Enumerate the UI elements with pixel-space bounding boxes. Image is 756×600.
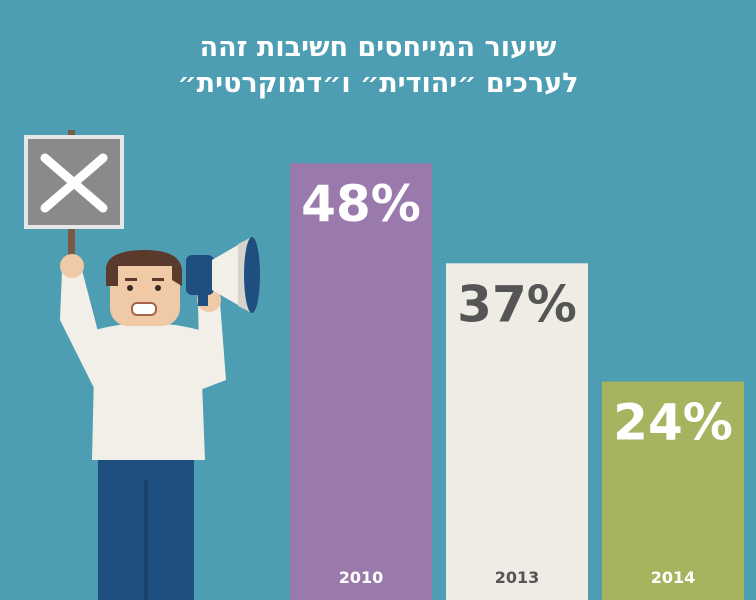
protester-mouth	[131, 302, 157, 316]
bar-year-label: 2010	[339, 568, 384, 587]
bar-2014	[602, 381, 744, 600]
bar-year-label: 2014	[651, 568, 696, 587]
protester-right-arm	[198, 302, 226, 390]
chart-title-line-1: שיעור המייחסים חשיבות זהה	[199, 32, 557, 63]
bar-value-label: 24%	[613, 394, 733, 452]
protester-face	[110, 260, 180, 326]
chart-title-line-2: לערכים ״יהודית״ ו״דמוקרטית״	[177, 68, 579, 99]
bars-layer: 48% 2010 37% 2013 24% 2014	[290, 163, 744, 600]
protester-illustration	[24, 130, 260, 600]
protester-hair	[106, 250, 182, 286]
bar-2010	[290, 163, 432, 600]
protester-shirt	[92, 323, 205, 460]
bar-value-label: 48%	[301, 175, 421, 233]
x-mark-icon	[40, 153, 108, 213]
protester-left-arm	[60, 270, 108, 390]
bar-2013	[446, 263, 588, 600]
bar-value-label: 37%	[457, 275, 577, 333]
megaphone-icon	[186, 237, 260, 313]
chart-title: שיעור המייחסים חשיבות זהה לערכים ״יהודית…	[0, 30, 756, 102]
bar-year-label: 2013	[495, 568, 540, 587]
